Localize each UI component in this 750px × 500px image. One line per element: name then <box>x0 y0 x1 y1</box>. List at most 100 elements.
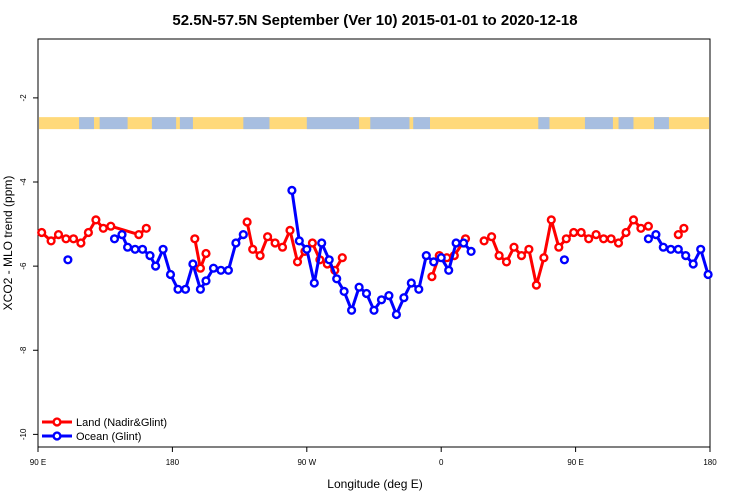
data-point <box>347 305 357 315</box>
data-point <box>613 238 624 248</box>
ocean-segment <box>243 117 270 130</box>
data-point <box>451 238 461 248</box>
data-point <box>643 221 654 231</box>
data-point <box>292 257 303 267</box>
series-1 <box>63 185 713 320</box>
y-tick-label: -8 <box>19 346 28 354</box>
data-point <box>444 265 454 275</box>
x-tick-label: 0 <box>439 458 444 467</box>
data-point <box>76 238 86 248</box>
data-point <box>427 272 437 282</box>
x-axis-label: Longitude (deg E) <box>327 477 422 491</box>
data-point <box>673 230 683 240</box>
ocean-segment <box>584 117 613 130</box>
data-point <box>576 227 586 238</box>
ocean-segment <box>306 117 360 130</box>
data-point <box>524 244 534 254</box>
data-point <box>696 244 706 254</box>
y-tick-label: -4 <box>19 178 28 186</box>
data-point <box>651 230 661 240</box>
data-point <box>339 286 349 297</box>
data-point <box>569 227 579 238</box>
land-sea-strip <box>39 117 709 130</box>
y-axis-label: XCO2 - MLO trend (ppm) <box>1 176 15 311</box>
data-point <box>270 238 280 248</box>
data-point <box>337 253 347 263</box>
data-point <box>361 288 372 299</box>
data-point <box>598 234 609 244</box>
data-point <box>681 251 691 261</box>
data-point <box>591 230 601 240</box>
ocean-segment <box>79 117 94 130</box>
x-tick-label: 90 E <box>567 458 583 467</box>
data-point <box>666 244 676 254</box>
data-point <box>277 242 288 252</box>
data-point <box>584 234 594 244</box>
data-point <box>679 223 689 233</box>
data-point <box>309 278 319 288</box>
data-point <box>122 242 133 252</box>
ocean-segment <box>370 117 410 130</box>
y-axis: -2 -4 -6 -8 -10 <box>19 94 38 440</box>
data-point <box>421 251 431 261</box>
data-point <box>436 253 446 263</box>
data-point <box>216 265 226 275</box>
x-tick-label: 90 E <box>30 458 46 467</box>
data-point <box>559 255 570 265</box>
y-tick-label: -2 <box>19 94 28 102</box>
data-point <box>643 234 654 244</box>
data-point <box>606 234 616 244</box>
data-point <box>501 257 512 267</box>
data-point <box>494 251 504 261</box>
data-point <box>263 232 273 242</box>
data-point <box>516 251 527 261</box>
data-point <box>117 230 127 240</box>
data-point <box>180 284 191 294</box>
x-tick-label: 180 <box>166 458 180 467</box>
chart-title: 52.5N-57.5N September (Ver 10) 2015-01-0… <box>172 12 577 29</box>
data-point <box>429 257 439 267</box>
ocean-segment <box>413 117 430 130</box>
data-point <box>287 185 297 196</box>
data-point <box>173 284 183 294</box>
data-point <box>324 255 334 265</box>
data-point <box>158 244 168 254</box>
data-point <box>688 259 698 269</box>
data-point <box>248 244 258 254</box>
plot-frame <box>37 38 711 448</box>
data-point <box>165 269 176 280</box>
data-point <box>294 236 304 246</box>
data-point <box>546 215 556 225</box>
data-point <box>195 284 206 294</box>
data-point <box>459 238 469 248</box>
legend-marker <box>52 417 62 427</box>
data-point <box>628 215 639 225</box>
series-line <box>647 233 710 275</box>
data-point <box>195 263 206 273</box>
ocean-segment <box>654 117 669 130</box>
x-tick-label: 180 <box>703 458 717 467</box>
data-point <box>188 259 198 269</box>
data-point <box>509 242 519 252</box>
data-point <box>487 232 497 242</box>
data-point <box>151 261 161 271</box>
x-axis: 90 E 180 90 W 0 90 E 180 <box>30 447 717 467</box>
data-point <box>255 251 265 261</box>
data-point <box>231 238 241 248</box>
data-point <box>376 295 387 305</box>
data-point <box>479 236 489 246</box>
data-point <box>223 265 234 275</box>
data-point <box>242 217 252 227</box>
ocean-segment <box>99 117 128 130</box>
data-point <box>621 227 631 238</box>
y-tick-label: -6 <box>19 262 28 270</box>
data-point <box>141 223 151 233</box>
data-point <box>703 269 713 280</box>
data-point <box>83 227 94 238</box>
data-point <box>63 255 73 265</box>
legend: Land (Nadir&Glint) Ocean (Glint) <box>42 417 167 443</box>
data-point <box>539 253 549 263</box>
data-point <box>91 215 101 225</box>
series-line <box>113 233 245 291</box>
data-point <box>109 234 120 244</box>
